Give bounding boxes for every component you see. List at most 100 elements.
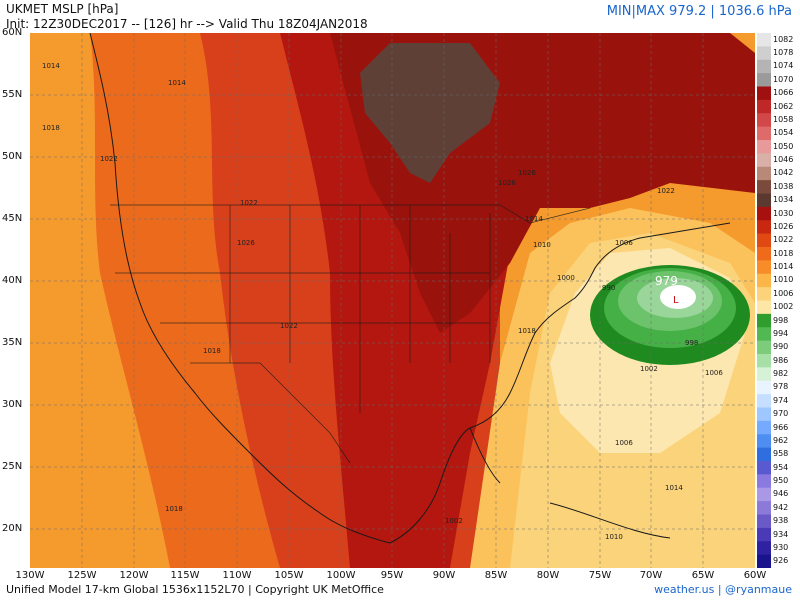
colorbar-tick-label: 1046 [773, 155, 794, 165]
colorbar-swatch [757, 126, 771, 141]
colorbar-swatch [757, 541, 771, 556]
colorbar-swatch [757, 487, 771, 502]
colorbar-tick-label: 1002 [773, 302, 794, 312]
colorbar-tick-label: 1054 [773, 128, 794, 138]
isobar-label: 1010 [533, 241, 551, 249]
isobar-label: 1022 [100, 155, 118, 163]
colorbar-tick-label: 994 [773, 328, 789, 338]
colorbar-swatch [757, 220, 771, 235]
lon-label-85w: 85W [484, 570, 508, 581]
colorbar-swatch [757, 140, 771, 154]
lon-label-70w: 70W [639, 570, 663, 581]
colorbar-swatch [757, 113, 771, 128]
colorbar-swatch [757, 501, 771, 515]
colorbar-tick-label: 1022 [773, 235, 794, 245]
colorbar-swatch [757, 313, 771, 328]
lon-label-115w: 115W [170, 570, 200, 581]
isobar-label: 1014 [665, 484, 683, 492]
borders [110, 204, 591, 464]
colorbar-tick-label: 954 [773, 462, 789, 472]
lat-label-25n: 25N [2, 461, 23, 472]
colorbar-tick-label: 990 [773, 342, 789, 352]
colorbar-tick-label: 930 [773, 542, 789, 552]
colorbar-swatch [757, 193, 771, 208]
lat-label-20n: 20N [2, 523, 23, 534]
isobar-labels: 1014 1014 1018 1022 1022 1026 1026 1022 … [42, 62, 723, 541]
colorbar-swatch [757, 447, 771, 462]
colorbar-tick-label: 1010 [773, 275, 794, 285]
colorbar-tick-label: 962 [773, 435, 789, 445]
colorbar-tick-label: 946 [773, 489, 789, 499]
colorbar-swatch [757, 474, 771, 489]
colorbar-tick-label: 1074 [773, 61, 794, 71]
colorbar-tick-label: 950 [773, 476, 789, 486]
map-title: UKMET MSLP [hPa] [6, 2, 119, 16]
isobar-label: 1006 [615, 239, 633, 247]
lon-label-130w: 130W [15, 570, 45, 581]
colorbar-swatch [757, 59, 771, 74]
lat-label-50n: 50N [2, 151, 23, 162]
colorbar-swatch [757, 86, 771, 101]
footer-model-info: Unified Model 17-km Global 1536x1152L70 … [6, 583, 384, 596]
lon-label-125w: 125W [67, 570, 97, 581]
colorbar-swatch [757, 166, 771, 181]
isobar-label: 1002 [640, 365, 658, 373]
lon-label-110w: 110W [222, 570, 252, 581]
colorbar-tick-label: 1018 [773, 248, 794, 258]
colorbar-swatch [757, 206, 771, 221]
isobar-label: 1006 [705, 369, 723, 377]
lon-label-120w: 120W [119, 570, 149, 581]
lat-lon-grid [30, 33, 755, 568]
init-valid-time: Init: 12Z30DEC2017 -- [126] hr --> Valid… [6, 17, 368, 31]
isobar-label: 998 [685, 339, 698, 347]
isobar-label: 1010 [605, 533, 623, 541]
lat-label-60n: 60N [2, 27, 23, 38]
colorbar-swatch [757, 233, 771, 248]
colorbar-tick-label: 986 [773, 355, 789, 365]
colorbar-swatch [757, 461, 771, 475]
mslp-map-svg: 1014 1014 1018 1022 1022 1026 1026 1022 … [30, 33, 755, 568]
footer-credit: weather.us | @ryanmaue [654, 583, 792, 596]
colorbar-tick-label: 942 [773, 502, 789, 512]
lat-label-55n: 55N [2, 89, 23, 100]
isobar-label: 1006 [615, 439, 633, 447]
colorbar-swatch [757, 380, 771, 395]
isobar-label: 1026 [498, 179, 516, 187]
isobar-label: 1018 [518, 327, 536, 335]
lon-label-90w: 90W [432, 570, 456, 581]
colorbar-tick-label: 1006 [773, 288, 794, 298]
high-pressure-core [360, 43, 500, 183]
isobar-label: 1022 [657, 187, 675, 195]
lat-label-30n: 30N [2, 399, 23, 410]
colorbar-tick-label: 1014 [773, 262, 794, 272]
lon-label-100w: 100W [326, 570, 356, 581]
cyclone-core [660, 285, 696, 309]
colorbar-swatch [757, 180, 771, 194]
isobar-label: 1014 [525, 215, 543, 223]
colorbar-swatch [757, 367, 771, 382]
colorbar-tick-label: 938 [773, 516, 789, 526]
colorbar-tick-label: 934 [773, 529, 789, 539]
colorbar-swatch [757, 354, 771, 368]
colorbar-tick-label: 1058 [773, 114, 794, 124]
colorbar-tick-label: 926 [773, 556, 789, 566]
colorbar-swatch [757, 46, 771, 61]
colorbar-tick-label: 982 [773, 369, 789, 379]
colorbar-tick-label: 966 [773, 422, 789, 432]
colorbar-swatch [757, 434, 771, 449]
colorbar-swatch [757, 273, 771, 288]
colorbar-tick-label: 1078 [773, 48, 794, 58]
colorbar-tick-label: 974 [773, 395, 789, 405]
colorbar-tick-label: 978 [773, 382, 789, 392]
isobar-label: 1018 [165, 505, 183, 513]
colorbar-swatch [757, 340, 771, 355]
isobar-label: 1000 [557, 274, 575, 282]
low-pressure-value: 979 [655, 274, 678, 288]
colorbar-tick-label: 958 [773, 449, 789, 459]
lat-label-45n: 45N [2, 213, 23, 224]
colorbar-swatch [757, 99, 771, 114]
isobar-label: 1022 [240, 199, 258, 207]
colorbar-tick-label: 1038 [773, 181, 794, 191]
colorbar-tick-label: 1034 [773, 195, 794, 205]
isobar-label: 1014 [168, 79, 186, 87]
